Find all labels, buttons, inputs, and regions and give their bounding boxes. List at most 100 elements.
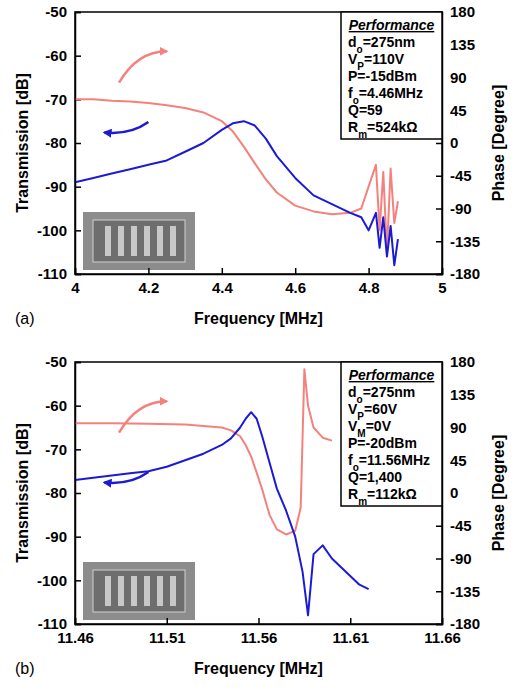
tick-label: -135	[450, 583, 480, 600]
tick-mark	[436, 558, 442, 560]
tick-label: 11.61	[332, 629, 369, 646]
tick: 11.56	[241, 618, 278, 646]
figure: 44.24.44.64.85-110-100-90-80-70-60-50-18…	[0, 0, 532, 700]
tick-label: -50	[45, 353, 67, 370]
tick-label: 90	[450, 69, 467, 86]
inset-finger	[131, 226, 137, 256]
panel-label: (b)	[15, 660, 35, 677]
value-text: =1,400	[359, 469, 402, 485]
tick-label: 45	[450, 102, 467, 119]
inset-device	[93, 220, 185, 262]
tick-mark	[75, 186, 81, 188]
inset-finger	[170, 576, 176, 606]
tick-mark	[75, 230, 81, 232]
tick-label: -135	[450, 233, 480, 250]
tick-mark	[222, 268, 224, 274]
tick-label: -100	[37, 572, 67, 589]
tick-mark	[75, 536, 81, 538]
tick-label: 5	[438, 279, 446, 296]
tick-label: -180	[450, 265, 480, 282]
value-text: =275nm	[363, 384, 416, 400]
tick-label: -90	[450, 550, 472, 567]
tick-label: 11.56	[241, 629, 278, 646]
performance-heading: Performance	[349, 367, 435, 383]
inset-finger	[105, 576, 111, 606]
tick-mark	[148, 268, 150, 274]
tick-label: 180	[450, 3, 475, 20]
performance-line: Rm=112kΩ	[348, 486, 417, 507]
symbol: R	[348, 486, 358, 502]
inset-finger	[118, 576, 124, 606]
y-axis-title: Transmission [dB]	[14, 423, 31, 563]
panel: 44.24.44.64.85-110-100-90-80-70-60-50-18…	[14, 3, 507, 327]
tick-mark	[75, 55, 81, 57]
subscript: m	[358, 496, 367, 507]
tick-label: 90	[450, 419, 467, 436]
inset-device	[93, 570, 185, 612]
value-text: =-15dBm	[357, 68, 417, 84]
performance-box-frame	[341, 12, 442, 139]
tick-mark	[436, 591, 442, 593]
tick: 4.4	[212, 268, 234, 296]
tick-label: 135	[450, 36, 475, 53]
y2-axis-title: Phase [Degree]	[490, 85, 507, 202]
performance-box: Performancedo=275nmVP=110VP=-15dBmfo=4.4…	[341, 12, 442, 140]
tick-mark	[295, 268, 297, 274]
tick-label: 4.6	[285, 279, 306, 296]
value-text: =11.56MHz	[359, 452, 430, 468]
symbol: d	[348, 34, 357, 50]
symbol: Q	[348, 469, 359, 485]
inset-image	[83, 562, 195, 620]
tick-label: -100	[37, 222, 67, 239]
tick-label: -90	[45, 178, 67, 195]
value-text: =60V	[364, 401, 398, 417]
tick-mark	[368, 268, 370, 274]
tick-label: 0	[450, 484, 458, 501]
tick-mark	[258, 618, 260, 624]
panel: 11.4611.5111.5611.6111.66-110-100-90-80-…	[14, 353, 507, 677]
panel-label: (a)	[15, 310, 35, 327]
x-axis-title: Frequency [MHz]	[194, 310, 323, 327]
arrow-to-right-axis	[119, 401, 167, 432]
tick-label: -60	[45, 47, 67, 64]
performance-heading: Performance	[349, 17, 435, 33]
data-layer	[75, 99, 398, 265]
tick: 4.6	[285, 268, 306, 296]
tick-mark	[75, 143, 81, 145]
tick-label: 4.8	[359, 279, 380, 296]
tick-label: -70	[45, 441, 67, 458]
value-text: =-20dBm	[357, 435, 417, 451]
tick-label: 135	[450, 386, 475, 403]
tick-label: 11.51	[149, 629, 186, 646]
tick-label: -90	[450, 200, 472, 217]
tick-label: 4.2	[138, 279, 159, 296]
tick-label: 4	[71, 279, 80, 296]
performance-line: P=-15dBm	[348, 68, 417, 84]
data-layer	[75, 369, 369, 615]
arrow-to-left-axis	[104, 472, 148, 483]
value-text: =524kΩ	[367, 119, 418, 135]
value-text: =59	[359, 102, 383, 118]
plot-frame	[75, 12, 442, 274]
plot-area	[75, 362, 442, 624]
performance-line: P=-20dBm	[348, 435, 417, 451]
performance-line: Rm=524kΩ	[348, 119, 418, 140]
tick-mark	[75, 580, 81, 582]
y2-axis-title: Phase [Degree]	[490, 435, 507, 552]
tick-label: -50	[45, 3, 67, 20]
inset-image	[83, 212, 195, 270]
axis-line	[76, 13, 82, 275]
tick-mark	[436, 176, 442, 178]
inset-finger	[170, 226, 176, 256]
performance-box: Performancedo=275nmVP=60VVM=0VP=-20dBmfo…	[341, 362, 442, 507]
tick-mark	[436, 241, 442, 243]
tick-mark	[75, 449, 81, 451]
inset-background	[83, 562, 195, 620]
value-text: =110V	[364, 51, 405, 67]
symbol: R	[348, 119, 358, 135]
tick-mark	[75, 405, 81, 407]
tick-label: -45	[450, 167, 472, 184]
inset-finger	[157, 576, 163, 606]
arrow-to-left-axis	[104, 122, 148, 133]
plot-frame	[75, 362, 442, 624]
